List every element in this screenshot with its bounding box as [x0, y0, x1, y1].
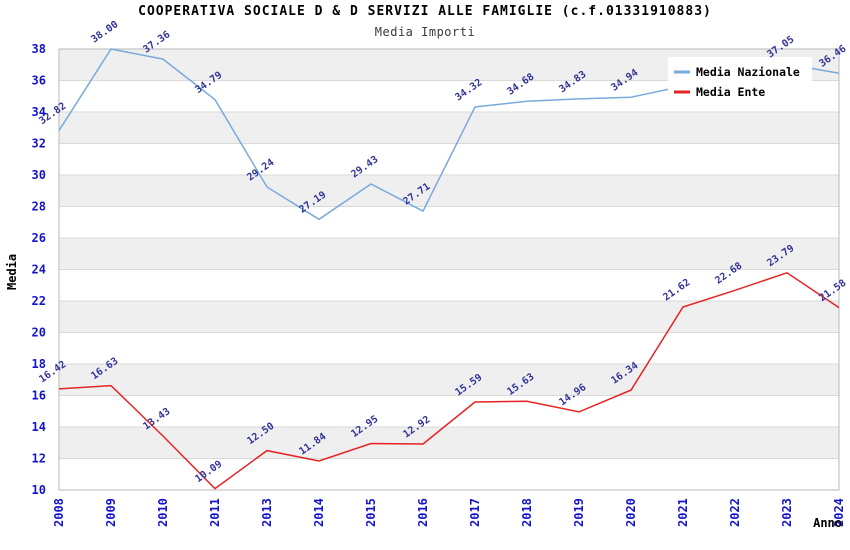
x-tick-label: 2013 — [260, 498, 274, 527]
chart-title: COOPERATIVA SOCIALE D & D SERVIZI ALLE F… — [138, 4, 712, 19]
x-tick-label: 2024 — [832, 498, 846, 527]
series-line-media-nazionale — [58, 48, 840, 221]
chart-subtitle: Media Importi — [374, 25, 476, 39]
y-tick-label: 20 — [32, 326, 46, 340]
y-tick-label: 28 — [32, 200, 46, 214]
legend — [668, 57, 812, 104]
y-tick-label: 34 — [32, 105, 46, 119]
x-tick-label: 2020 — [624, 498, 638, 527]
x-tick-label: 2021 — [676, 498, 690, 527]
y-tick-label: 18 — [32, 357, 46, 371]
x-tick-label: 2023 — [780, 498, 794, 527]
value-label: 34.32 — [453, 77, 484, 103]
y-tick-label: 10 — [32, 483, 46, 497]
x-tick-label: 2017 — [468, 498, 482, 527]
y-tick-label: 24 — [32, 263, 46, 277]
plot-band — [59, 175, 839, 207]
x-tick-label: 2009 — [104, 498, 118, 527]
x-tick-label: 2019 — [572, 498, 586, 527]
x-tick-label: 2010 — [156, 498, 170, 527]
plot-band — [59, 301, 839, 333]
x-tick-label: 2014 — [312, 498, 326, 527]
series-line-media-ente — [58, 271, 840, 490]
y-tick-label: 32 — [32, 137, 46, 151]
y-tick-label: 22 — [32, 294, 46, 308]
y-tick-label: 30 — [32, 168, 46, 182]
x-tick-label: 2022 — [728, 498, 742, 527]
x-tick-label: 2015 — [364, 498, 378, 527]
y-tick-label: 16 — [32, 389, 46, 403]
y-axis-title: Media — [5, 254, 19, 290]
value-label: 21.62 — [661, 277, 692, 303]
plot-band — [59, 427, 839, 459]
x-tick-label: 2016 — [416, 498, 430, 527]
x-tick-label: 2018 — [520, 498, 534, 527]
value-label: 10.09 — [193, 459, 224, 485]
value-label: 21.58 — [817, 278, 848, 304]
x-tick-label: 2011 — [208, 498, 222, 527]
plot-band — [59, 238, 839, 270]
plot-border — [58, 48, 840, 491]
legend-label: Media Ente — [696, 85, 765, 99]
y-tick-label: 14 — [32, 420, 46, 434]
y-tick-label: 12 — [32, 452, 46, 466]
y-tick-label: 26 — [32, 231, 46, 245]
y-tick-label: 38 — [32, 42, 46, 56]
plot-band — [59, 364, 839, 396]
y-tick-label: 36 — [32, 74, 46, 88]
x-axis-title: Anno — [813, 516, 842, 530]
x-tick-label: 2008 — [52, 498, 66, 527]
plot-band — [59, 112, 839, 144]
value-label: 38.00 — [89, 19, 120, 45]
legend-label: Media Nazionale — [696, 65, 800, 79]
